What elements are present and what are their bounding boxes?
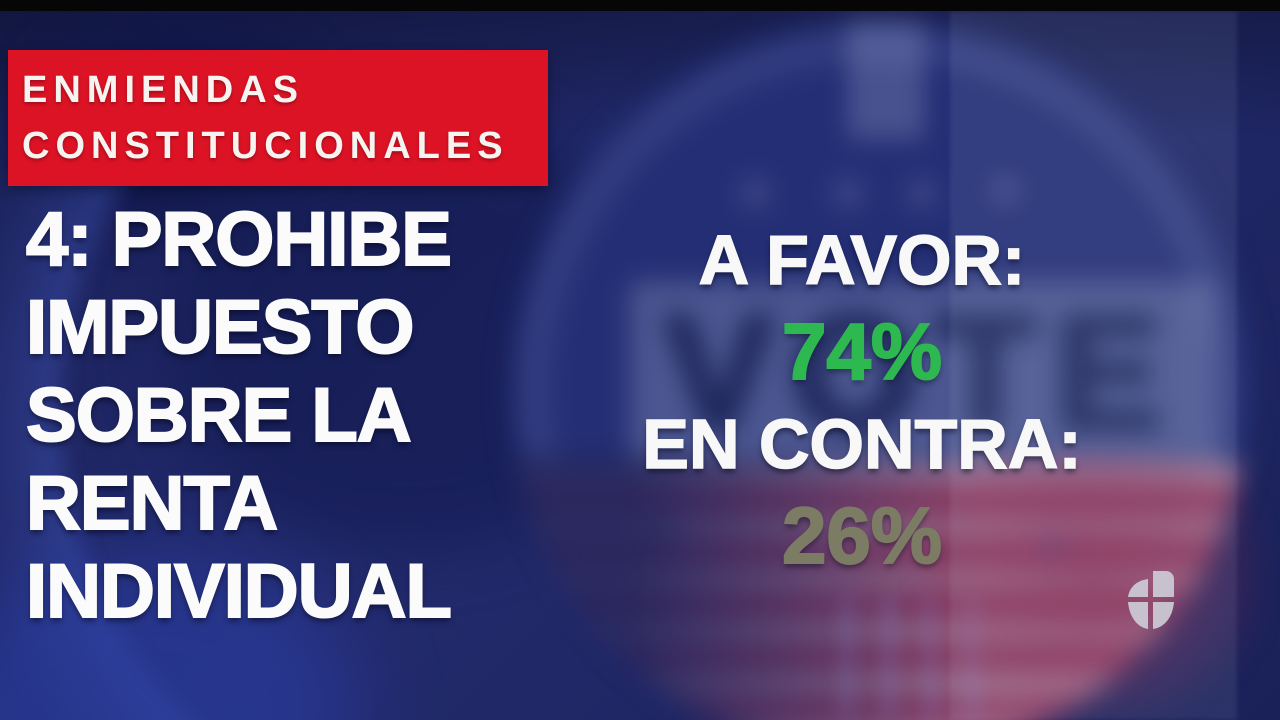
vote-text: VOTE: [662, 278, 1181, 467]
category-banner: ENMIENDAS CONSTITUCIONALES: [8, 50, 548, 186]
results-panel: A FAVOR: 74% EN CONTRA: 26%: [602, 214, 1122, 582]
banner-line-1: ENMIENDAS: [22, 69, 305, 111]
favor-value: 74%: [781, 306, 943, 397]
badge-stripe-bar: [878, 20, 894, 140]
headline-line: RENTA: [25, 460, 279, 547]
badge-stripe-bar: [904, 20, 920, 140]
star-icon: ★: [981, 161, 1029, 219]
headline-line: INDIVIDUAL: [25, 548, 453, 635]
stripe-shade: [510, 456, 980, 720]
contra-value: 26%: [781, 490, 943, 581]
headline-line: SOBRE LA: [25, 372, 413, 459]
badge-stripe-bar: [852, 20, 868, 140]
contra-label: EN CONTRA:: [642, 404, 1083, 484]
headline-line: 4: PROHIBE: [25, 196, 453, 283]
star-icon: ★: [824, 164, 872, 222]
star-icon: ★: [731, 164, 779, 222]
univision-logo: [1128, 571, 1174, 629]
vote-band: VOTE: [630, 278, 1215, 467]
amendment-headline: 4: PROHIBE IMPUESTO SOBRE LA RENTA INDIV…: [25, 196, 453, 636]
banner-line-2: CONSTITUCIONALES: [22, 125, 509, 167]
star-icon: ★: [898, 164, 946, 222]
maroon-glow: [918, 452, 1263, 720]
light-column: [950, 11, 1237, 720]
letterbox-bar: [0, 0, 1280, 11]
favor-label: A FAVOR:: [698, 220, 1026, 300]
headline-line: IMPUESTO: [25, 284, 416, 371]
